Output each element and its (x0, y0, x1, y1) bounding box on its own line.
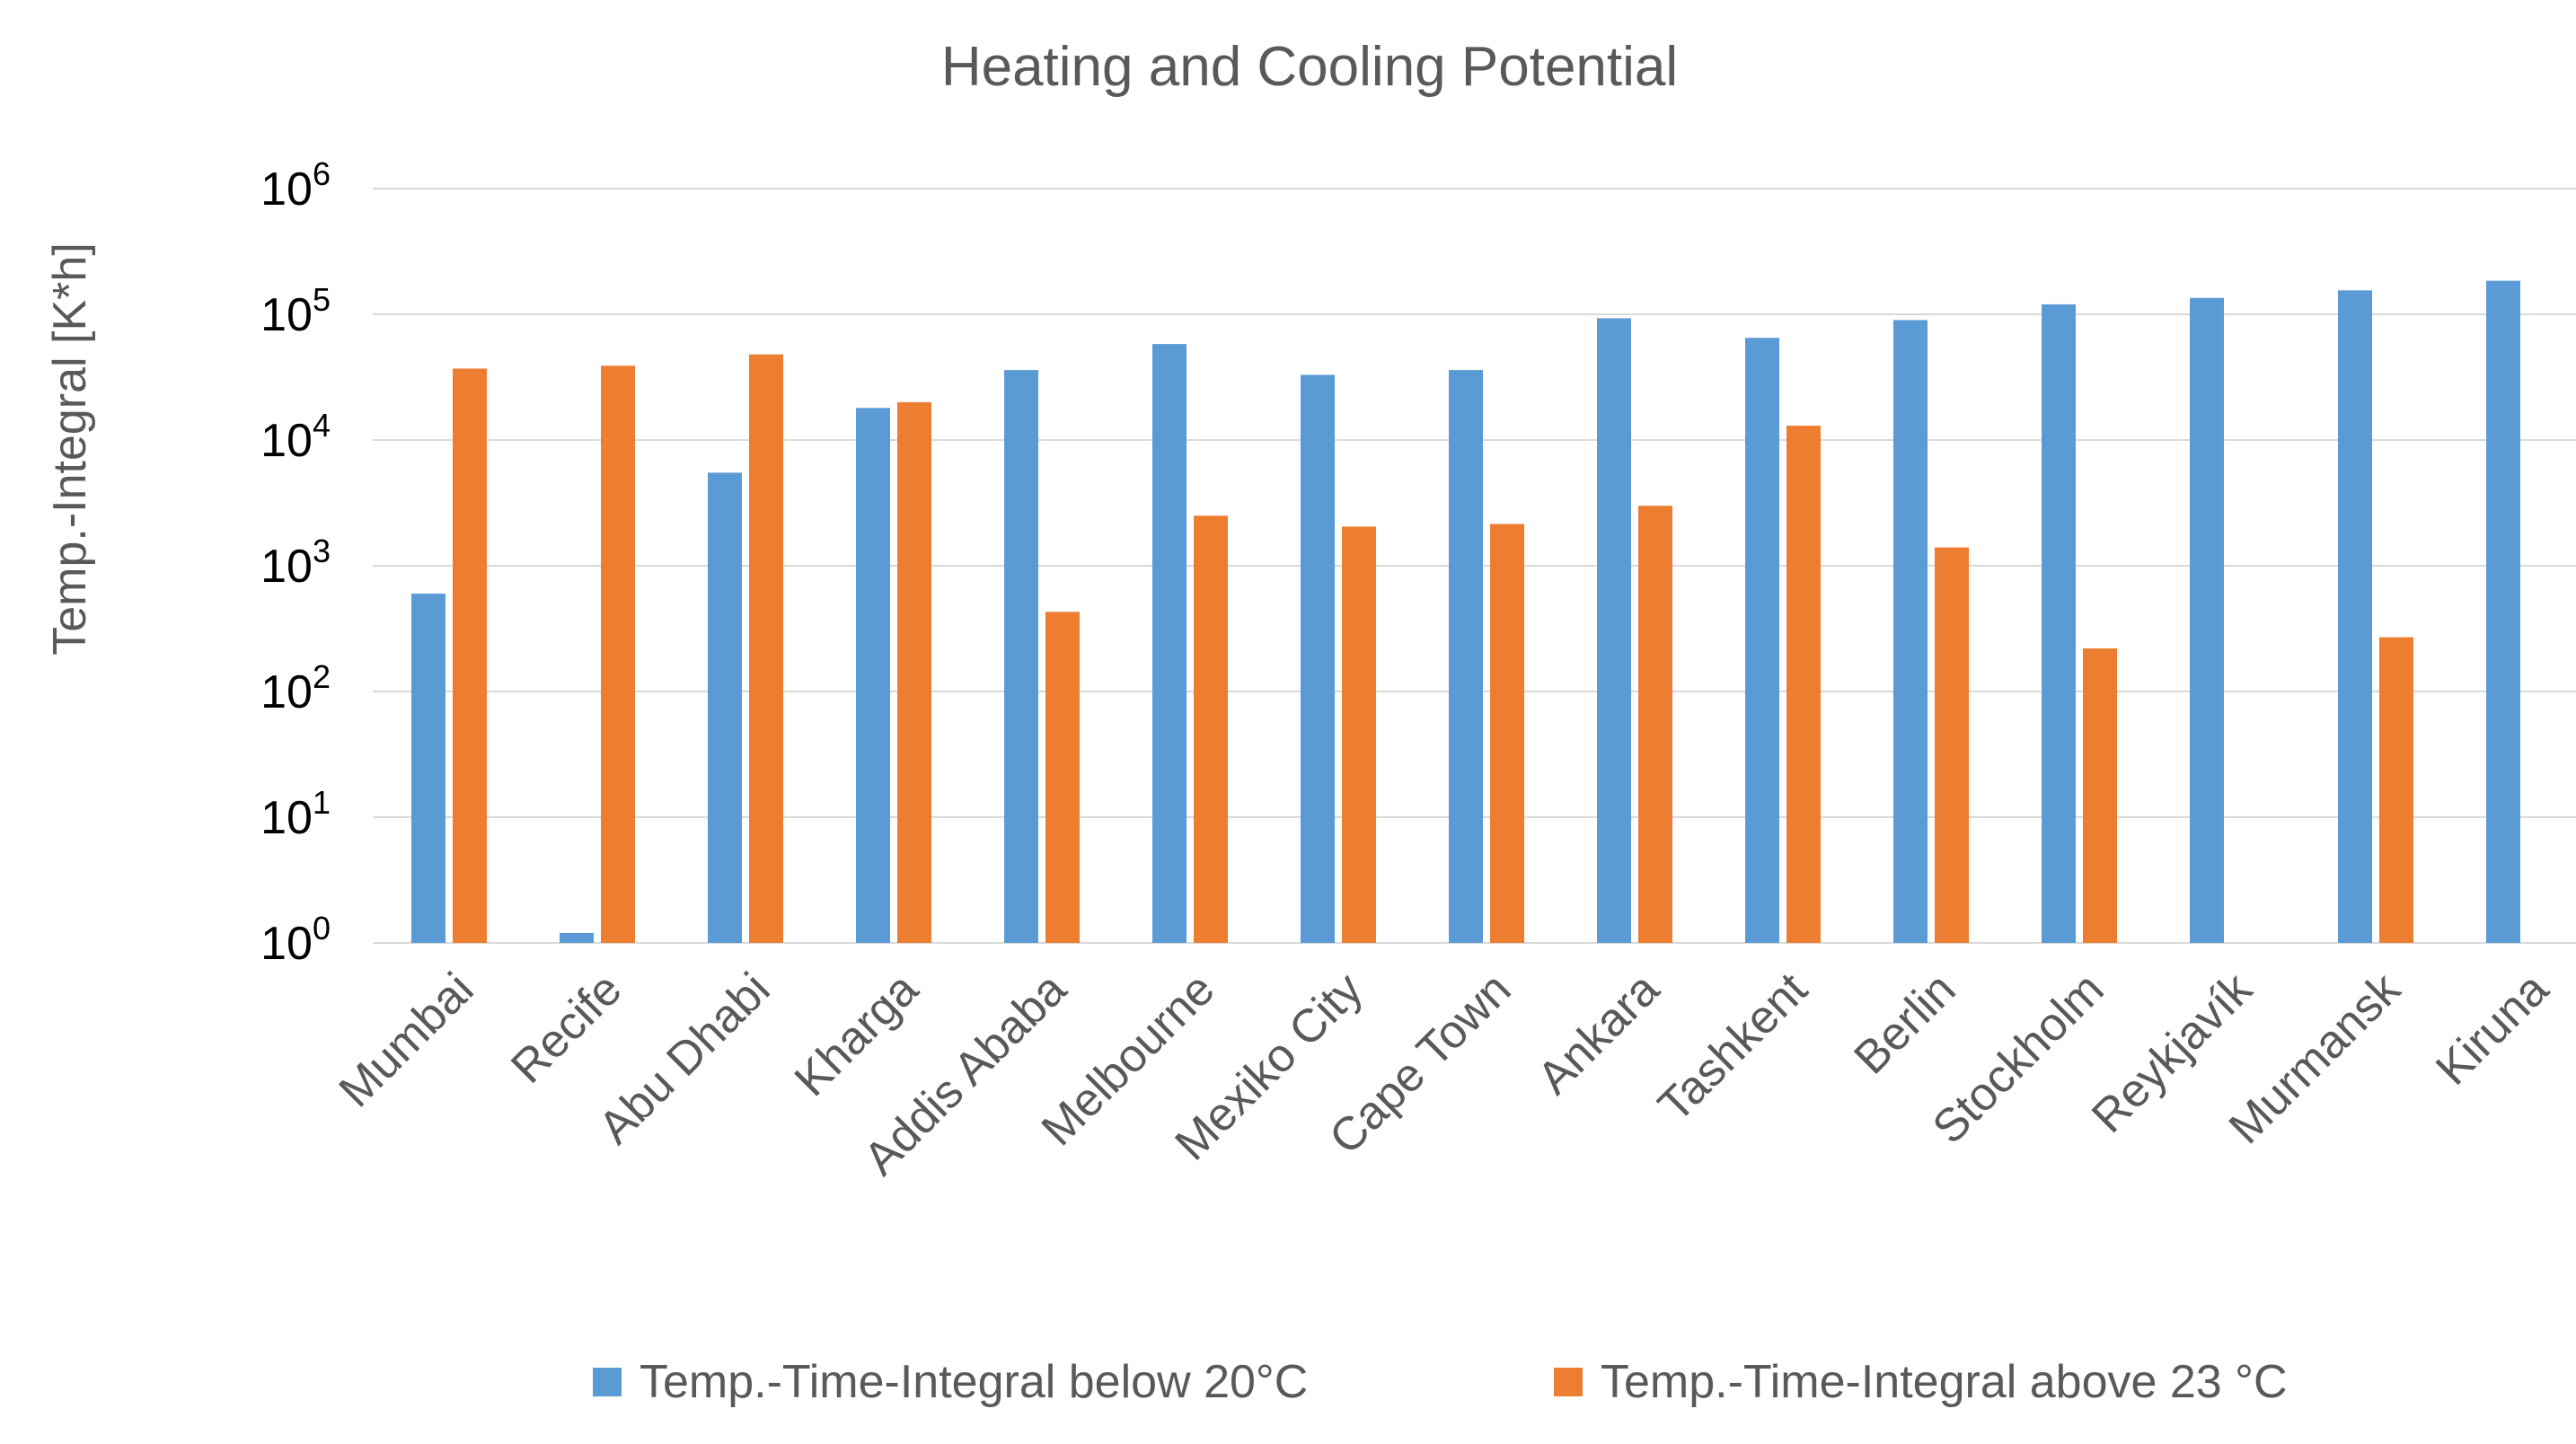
bar-below-20-tashkent (1745, 338, 1779, 943)
y-tick-exponent: 4 (313, 407, 331, 444)
bar-above-23-mexiko-city (1342, 526, 1376, 943)
bar-below-20-recife (560, 932, 594, 943)
y-tick-base: 10 (260, 541, 313, 593)
y-tick-exponent: 3 (313, 533, 331, 569)
bar-below-20-addis-ababa (1004, 370, 1038, 943)
bars (411, 280, 2520, 944)
y-tick-label: 101 (260, 784, 331, 844)
bar-below-20-kiruna (2486, 280, 2520, 943)
y-tick-label: 105 (260, 281, 331, 341)
x-category-label: Berlin (1844, 963, 1965, 1084)
bar-below-20-cape-town (1449, 370, 1483, 943)
y-tick-base: 10 (260, 666, 313, 718)
legend-item: Temp.-Time-Integral above 23 °C (1554, 1356, 2288, 1408)
chart-title: Heating and Cooling Potential (941, 36, 1678, 98)
x-category-label: Recife (501, 963, 631, 1093)
y-axis-label: Temp.-Integral [K*h] (44, 242, 96, 656)
bar-below-20-kharga (856, 408, 890, 943)
y-tick-exponent: 2 (313, 658, 331, 695)
x-category-label: Kharga (785, 963, 929, 1106)
y-tick-label: 106 (260, 155, 331, 216)
bar-below-20-ankara (1597, 318, 1631, 944)
y-tick-label: 104 (260, 407, 331, 467)
bar-below-20-stockholm (2042, 304, 2076, 943)
bar-above-23-mumbai (453, 368, 487, 943)
y-tick-label: 102 (260, 658, 331, 718)
x-category-label: Kiruna (2426, 963, 2558, 1095)
y-tick-base: 10 (260, 792, 313, 844)
bar-above-23-cape-town (1490, 524, 1524, 943)
bar-above-23-kharga (897, 401, 931, 943)
bar-above-23-ankara (1638, 506, 1672, 943)
bar-above-23-tashkent (1786, 426, 1821, 943)
legend: Temp.-Time-Integral below 20°C Temp.-Time… (593, 1356, 2288, 1408)
legend-item: Temp.-Time-Integral below 20°C (593, 1356, 1308, 1408)
legend-swatch (593, 1368, 622, 1396)
y-tick-exponent: 0 (313, 910, 331, 947)
bar-above-23-melbourne (1194, 515, 1228, 943)
y-tick-exponent: 5 (313, 281, 331, 318)
y-tick-exponent: 6 (313, 155, 331, 192)
y-tick-base: 10 (260, 415, 313, 467)
bar-below-20-melbourne (1152, 344, 1187, 943)
y-tick-label: 100 (260, 910, 331, 970)
legend-label: Temp.-Time-Integral above 23 °C (1601, 1356, 2288, 1408)
legend-label: Temp.-Time-Integral below 20°C (640, 1356, 1308, 1408)
x-category-label: Mumbai (330, 963, 484, 1117)
bar-above-23-recife (601, 365, 635, 943)
bar-above-23-stockholm (2083, 648, 2117, 943)
bar-above-23-addis-ababa (1045, 612, 1080, 943)
bar-above-23-berlin (1935, 547, 1969, 943)
y-tick-base: 10 (260, 163, 313, 216)
y-tick-base: 10 (260, 918, 313, 970)
x-category-label: Tashkent (1648, 963, 1818, 1132)
x-category-label: Ankara (1528, 963, 1670, 1105)
bar-below-20-mumbai (411, 594, 446, 943)
bar-below-20-reykjav-k (2190, 297, 2224, 943)
legend-swatch (1554, 1368, 1583, 1396)
y-tick-base: 10 (260, 289, 313, 341)
y-tick-label: 103 (260, 533, 331, 593)
bar-below-20-berlin (1893, 320, 1928, 944)
bar-above-23-murmansk (2379, 637, 2413, 943)
y-tick-exponent: 1 (313, 784, 331, 821)
bar-below-20-abu-dhabi (708, 472, 742, 943)
bar-below-20-murmansk (2338, 290, 2372, 943)
bar-below-20-mexiko-city (1301, 374, 1335, 943)
bar-above-23-abu-dhabi (749, 354, 783, 943)
